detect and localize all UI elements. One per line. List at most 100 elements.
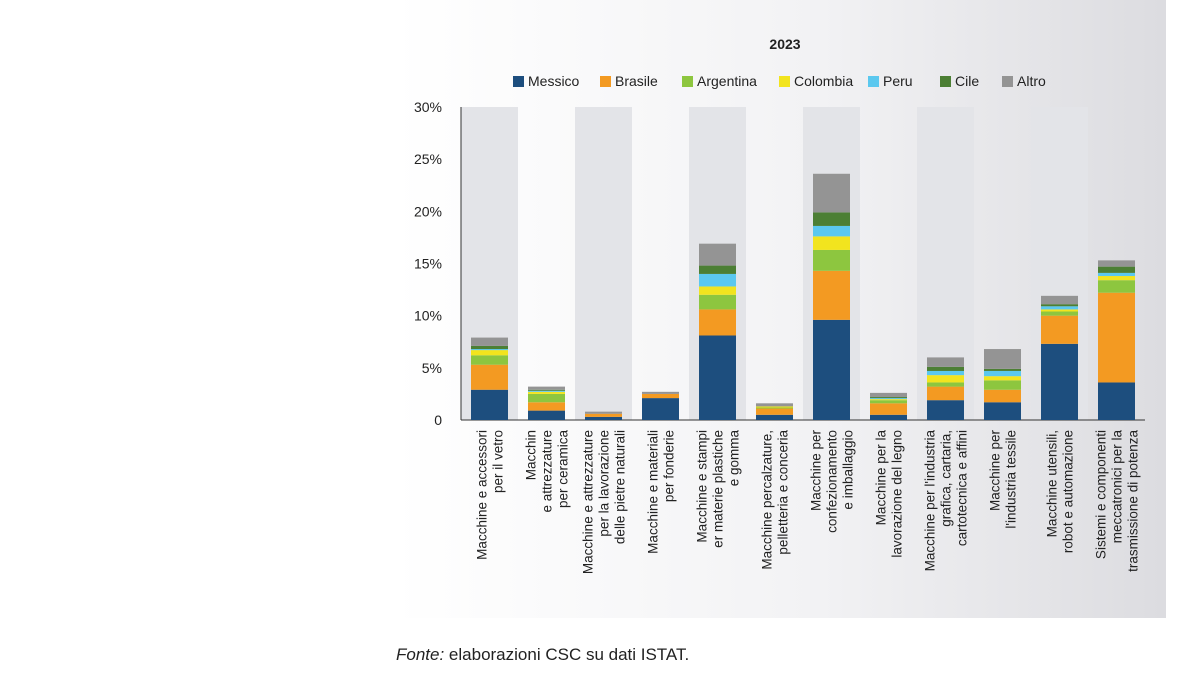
x-category-label: per la lavorazione [597, 430, 612, 537]
bar-segment [471, 345, 508, 350]
x-category-label: Macchine e stampi [695, 430, 710, 543]
bar-segment [813, 319, 850, 420]
bar-segment [813, 173, 850, 213]
bar-segment [528, 402, 565, 411]
y-tick-label: 5% [422, 360, 442, 376]
bar-segment [927, 386, 964, 401]
y-tick-label: 0 [434, 412, 442, 428]
bar-segment [1098, 272, 1135, 277]
bar-segment [756, 403, 793, 407]
x-category-label: Macchine per [809, 430, 824, 512]
bar-segment [699, 294, 736, 310]
bar-segment [870, 403, 907, 415]
bar-segment [699, 243, 736, 266]
stacked-bar-chart: 2023 Messico Brasile Argentina Colombia Peru C… [414, 36, 1145, 574]
bar-segment [471, 349, 508, 351]
column-band [575, 107, 632, 420]
bar-segment [927, 357, 964, 367]
x-category-label: confezionamento [825, 430, 840, 533]
x-category-label: Macchine e materiali [646, 430, 661, 554]
bar-segment [870, 399, 907, 401]
x-category-label: er materie plastiche [711, 430, 726, 548]
bar-segment [471, 355, 508, 365]
bar-segment [984, 402, 1021, 420]
bar-segment [1041, 311, 1078, 316]
x-category-label: Macchine utensili, [1045, 430, 1060, 537]
legend-swatch [682, 76, 693, 87]
bar-segment [1098, 292, 1135, 383]
bar-segment [1098, 276, 1135, 281]
legend-label: Messico [528, 73, 580, 89]
bar-segment [1041, 295, 1078, 305]
legend-swatch [513, 76, 524, 87]
bar-segment [1098, 280, 1135, 293]
bar-segment [756, 408, 793, 415]
bar-segment [585, 413, 622, 417]
bar-segment [699, 265, 736, 274]
chart-title: 2023 [769, 36, 800, 52]
bar-segment [1098, 260, 1135, 267]
y-tick-label: 10% [414, 308, 442, 324]
x-category-label: e imballaggio [841, 430, 856, 510]
legend-label: Cile [955, 73, 979, 89]
source-text: elaborazioni CSC su dati ISTAT. [444, 645, 690, 664]
source-note: Fonte: elaborazioni CSC su dati ISTAT. [396, 645, 689, 665]
legend-label: Peru [883, 73, 913, 89]
y-tick-label: 30% [414, 99, 442, 115]
bar-segment [699, 309, 736, 336]
x-category-label: delle pietre naturali [613, 430, 628, 544]
bar-segment [927, 400, 964, 420]
legend-swatch [1002, 76, 1013, 87]
legend-label: Brasile [615, 73, 658, 89]
bar-segment [813, 236, 850, 250]
bar-segment [471, 350, 508, 356]
x-category-label: lavorazione del legno [890, 430, 905, 558]
bar-segment [585, 411, 622, 414]
y-tick-label: 15% [414, 256, 442, 272]
x-category-label: l'industria tessile [1004, 430, 1019, 529]
bar-segment [471, 389, 508, 420]
bar-segment [927, 382, 964, 387]
bar-segment [642, 391, 679, 394]
x-category-label: per il vetro [491, 430, 506, 493]
x-category-label: Macchin [524, 430, 539, 480]
legend-label: Colombia [794, 73, 853, 89]
bar-segment [756, 407, 793, 409]
bar-segment [528, 393, 565, 403]
x-category-label: e attrezzature [540, 430, 555, 513]
bar-segment [756, 406, 793, 408]
x-category-label: Macchine percalzature, [760, 430, 775, 570]
x-category-label: Macchine e accessori [475, 430, 490, 560]
x-category-label: robot e automazione [1061, 430, 1076, 553]
bar-segment [1041, 304, 1078, 307]
bar-segment [528, 389, 565, 391]
legend-swatch [600, 76, 611, 87]
x-category-label: Macchine e attrezzature [581, 430, 596, 574]
bar-segment [813, 270, 850, 320]
chart-panel: 2023 Messico Brasile Argentina Colombia Peru C… [395, 0, 1166, 618]
bar-segment [927, 375, 964, 383]
x-category-label: per ceramica [556, 430, 571, 509]
x-category-label: grafica, cartaria, [939, 430, 954, 527]
bar-segment [813, 249, 850, 271]
legend-label: Argentina [697, 73, 757, 89]
bar-segment [1098, 266, 1135, 273]
x-category-label: trasmissione di potenza [1126, 430, 1141, 572]
source-label: Fonte: [396, 645, 445, 664]
bar-segment [528, 390, 565, 392]
bar-segment [699, 273, 736, 287]
bar-segment [528, 410, 565, 420]
bar-segment [870, 400, 907, 404]
bar-segment [813, 212, 850, 226]
bar-segment [699, 286, 736, 295]
x-category-label: meccatronici per la [1110, 430, 1125, 544]
bar-segment [699, 335, 736, 420]
x-category-label: Macchine per la [874, 430, 889, 526]
bar-segment [756, 414, 793, 420]
bar-segment [870, 392, 907, 398]
bar-segment [870, 398, 907, 400]
bar-segment [642, 398, 679, 420]
legend-swatch [868, 76, 879, 87]
bar-segment [1041, 343, 1078, 420]
bar-segment [471, 337, 508, 346]
